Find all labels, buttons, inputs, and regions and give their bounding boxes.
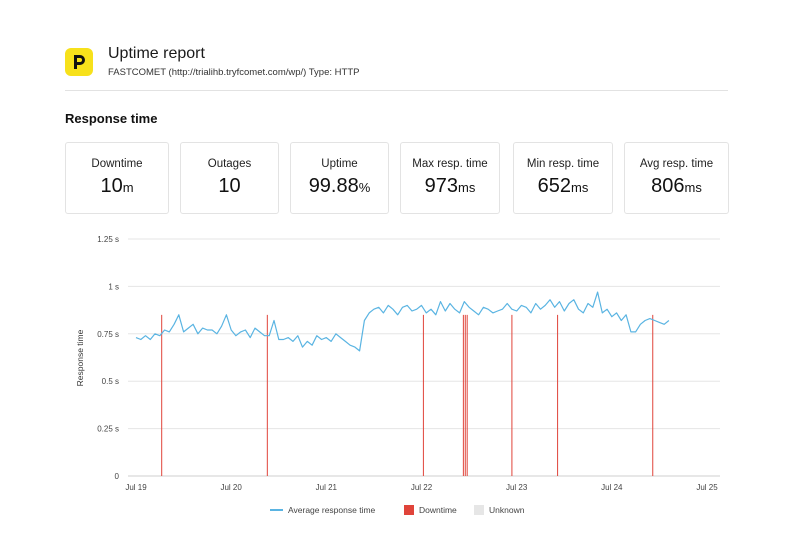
y-tick-label: 0.75 s [97, 330, 119, 339]
stat-card-avg-resp: Avg resp. time 806ms [624, 142, 729, 214]
x-tick-label: Jul 25 [696, 483, 718, 492]
legend-label: Unknown [489, 505, 525, 515]
stat-label: Min resp. time [526, 158, 600, 170]
y-axis-title: Response time [75, 329, 85, 386]
stat-card-outages: Outages 10 [180, 142, 279, 214]
y-tick-label: 1.25 s [97, 235, 119, 244]
stat-label: Uptime [321, 158, 358, 170]
page-title: Uptime report [108, 45, 205, 62]
y-tick-label: 1 s [108, 282, 119, 291]
legend-item-unknown[interactable]: Unknown [474, 505, 524, 515]
stat-value: 806 [651, 175, 685, 197]
stat-value: 10 [218, 175, 241, 197]
stat-value: 973 [424, 175, 459, 197]
y-tick-label: 0.5 s [102, 377, 119, 386]
stat-unit: ms [458, 180, 476, 195]
stat-card-downtime: Downtime 10m [65, 142, 169, 214]
legend-label: Average response time [288, 505, 376, 515]
y-tick-label: 0.25 s [97, 425, 119, 434]
response-line-swatch [270, 509, 283, 511]
stat-value: 10 [100, 175, 123, 197]
stat-value: 652 [537, 175, 572, 197]
header-divider [65, 90, 728, 91]
logo-p-icon [74, 55, 85, 69]
app-logo [65, 48, 93, 76]
unknown-swatch [474, 505, 484, 515]
legend-item-response[interactable]: Average response time [270, 505, 375, 515]
stat-unit: ms [684, 180, 702, 195]
stat-label: Avg resp. time [639, 158, 714, 170]
x-tick-label: Jul 23 [506, 483, 528, 492]
x-tick-label: Jul 21 [316, 483, 338, 492]
stat-label: Max resp. time [412, 158, 488, 170]
legend-item-downtime[interactable]: Downtime [404, 505, 457, 515]
monitor-subtitle: FASTCOMET (http://trialihb.tryfcomet.com… [108, 67, 360, 78]
stat-unit: m [122, 180, 134, 195]
legend-label: Downtime [419, 505, 457, 515]
stat-unit: ms [571, 180, 589, 195]
response-time-chart: 0 0.25 s 0.5 s 0.75 s 1 s 1.25 s Jul 19 Jul 20 J… [75, 235, 720, 492]
y-tick-label: 0 [115, 472, 120, 481]
stat-unit: % [358, 180, 371, 195]
stat-card-uptime: Uptime 99.88% [290, 142, 389, 214]
downtime-swatch [404, 505, 414, 515]
stat-label: Downtime [91, 158, 143, 170]
x-tick-label: Jul 20 [220, 483, 242, 492]
stat-card-max-resp: Max resp. time 973ms [400, 142, 500, 214]
stat-value: 99.88 [308, 175, 359, 197]
stat-card-min-resp: Min resp. time 652ms [513, 142, 613, 214]
stat-label: Outages [207, 158, 252, 170]
x-tick-label: Jul 22 [411, 483, 433, 492]
x-tick-label: Jul 24 [601, 483, 623, 492]
response-time-line [135, 291, 670, 352]
x-tick-label: Jul 19 [125, 483, 147, 492]
section-title: Response time [65, 111, 158, 126]
